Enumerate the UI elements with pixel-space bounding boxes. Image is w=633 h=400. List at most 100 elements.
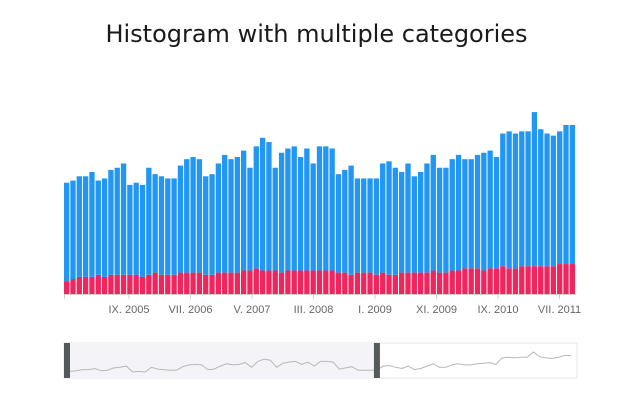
bar-series-a[interactable]: [474, 154, 481, 269]
bar-series-a[interactable]: [70, 180, 76, 280]
bar-series-a[interactable]: [297, 157, 304, 271]
bar-series-b[interactable]: [139, 276, 146, 294]
bar-series-b[interactable]: [411, 272, 417, 294]
bar-series-a[interactable]: [190, 157, 196, 273]
bar-series-a[interactable]: [64, 182, 70, 282]
bar-series-b[interactable]: [474, 268, 481, 294]
bar-series-b[interactable]: [405, 272, 411, 294]
bar-series-b[interactable]: [152, 272, 158, 294]
bar-series-b[interactable]: [234, 272, 240, 294]
bar-series-a[interactable]: [139, 184, 146, 277]
bar-series-a[interactable]: [455, 154, 462, 271]
bar-series-a[interactable]: [95, 180, 101, 275]
bar-series-a[interactable]: [487, 150, 493, 269]
bar-series-b[interactable]: [304, 270, 310, 294]
bar-series-b[interactable]: [468, 268, 474, 294]
bar-series-b[interactable]: [215, 272, 222, 294]
bar-series-b[interactable]: [417, 272, 424, 294]
bar-series-b[interactable]: [563, 264, 569, 294]
bar-series-a[interactable]: [316, 146, 323, 271]
bar-series-a[interactable]: [209, 174, 215, 275]
bar-series-b[interactable]: [519, 266, 525, 294]
bar-series-b[interactable]: [538, 266, 544, 294]
bar-series-b[interactable]: [399, 272, 405, 294]
navigator-right-handle[interactable]: [373, 343, 380, 378]
bar-series-a[interactable]: [76, 176, 82, 277]
bar-series-a[interactable]: [449, 159, 455, 271]
bar-series-b[interactable]: [481, 270, 487, 294]
bar-series-b[interactable]: [209, 274, 215, 294]
bar-series-a[interactable]: [525, 131, 531, 267]
bar-series-b[interactable]: [354, 272, 361, 294]
bar-series-a[interactable]: [114, 167, 120, 275]
bar-series-b[interactable]: [120, 274, 127, 294]
navigator-selection[interactable]: [64, 343, 377, 378]
bar-series-a[interactable]: [342, 169, 348, 273]
bar-series-b[interactable]: [436, 272, 443, 294]
bar-series-a[interactable]: [538, 129, 544, 267]
bar-series-b[interactable]: [361, 272, 367, 294]
bar-series-b[interactable]: [146, 274, 152, 294]
bar-series-a[interactable]: [500, 133, 506, 267]
bar-series-a[interactable]: [367, 178, 373, 273]
bar-series-b[interactable]: [278, 272, 285, 294]
bar-series-b[interactable]: [70, 279, 76, 294]
bar-series-b[interactable]: [323, 270, 329, 294]
bar-series-b[interactable]: [82, 276, 89, 294]
bar-series-a[interactable]: [373, 178, 380, 275]
bar-series-a[interactable]: [569, 124, 575, 265]
bar-series-a[interactable]: [430, 154, 436, 271]
bar-series-a[interactable]: [481, 152, 487, 271]
bar-series-b[interactable]: [190, 272, 196, 294]
bar-series-a[interactable]: [184, 159, 190, 273]
bar-series-a[interactable]: [127, 184, 133, 275]
bar-series-b[interactable]: [424, 272, 430, 294]
bar-series-a[interactable]: [519, 131, 525, 267]
bar-series-a[interactable]: [253, 146, 259, 269]
bar-series-a[interactable]: [152, 174, 158, 273]
bar-series-b[interactable]: [228, 272, 234, 294]
bar-series-a[interactable]: [544, 133, 550, 267]
bar-series-a[interactable]: [171, 178, 177, 275]
bar-series-b[interactable]: [89, 276, 95, 294]
bar-series-a[interactable]: [506, 131, 512, 269]
bar-series-b[interactable]: [380, 272, 386, 294]
bar-series-a[interactable]: [82, 176, 89, 277]
bar-series-b[interactable]: [240, 270, 247, 294]
bar-series-a[interactable]: [291, 146, 297, 271]
bar-series-b[interactable]: [177, 272, 184, 294]
bar-series-a[interactable]: [436, 167, 443, 273]
bar-series-b[interactable]: [247, 270, 253, 294]
bar-series-a[interactable]: [228, 159, 234, 273]
bar-series-b[interactable]: [462, 268, 468, 294]
bar-series-b[interactable]: [184, 272, 190, 294]
bar-series-b[interactable]: [316, 270, 323, 294]
range-navigator[interactable]: [63, 342, 578, 379]
bar-series-b[interactable]: [430, 270, 436, 294]
bar-series-b[interactable]: [449, 270, 455, 294]
bar-series-a[interactable]: [354, 178, 361, 273]
bar-series-b[interactable]: [95, 274, 101, 294]
bar-series-a[interactable]: [234, 157, 240, 273]
bar-series-b[interactable]: [525, 266, 531, 294]
bar-series-b[interactable]: [266, 270, 272, 294]
bar-series-b[interactable]: [127, 274, 133, 294]
bar-series-b[interactable]: [272, 270, 278, 294]
bar-series-a[interactable]: [399, 172, 405, 273]
bar-series-a[interactable]: [557, 131, 563, 265]
bar-series-a[interactable]: [133, 182, 139, 275]
bar-series-b[interactable]: [557, 264, 563, 294]
bar-series-b[interactable]: [531, 266, 538, 294]
bar-series-a[interactable]: [272, 167, 278, 271]
bar-series-a[interactable]: [493, 157, 500, 269]
bar-series-b[interactable]: [386, 274, 392, 294]
bar-series-a[interactable]: [196, 159, 203, 273]
bar-series-b[interactable]: [335, 272, 342, 294]
bar-series-b[interactable]: [114, 274, 120, 294]
bar-series-a[interactable]: [323, 146, 329, 271]
bar-series-a[interactable]: [259, 137, 266, 271]
bar-series-b[interactable]: [550, 266, 557, 294]
bar-series-b[interactable]: [310, 270, 316, 294]
bar-series-b[interactable]: [493, 268, 500, 294]
bar-series-b[interactable]: [455, 270, 462, 294]
